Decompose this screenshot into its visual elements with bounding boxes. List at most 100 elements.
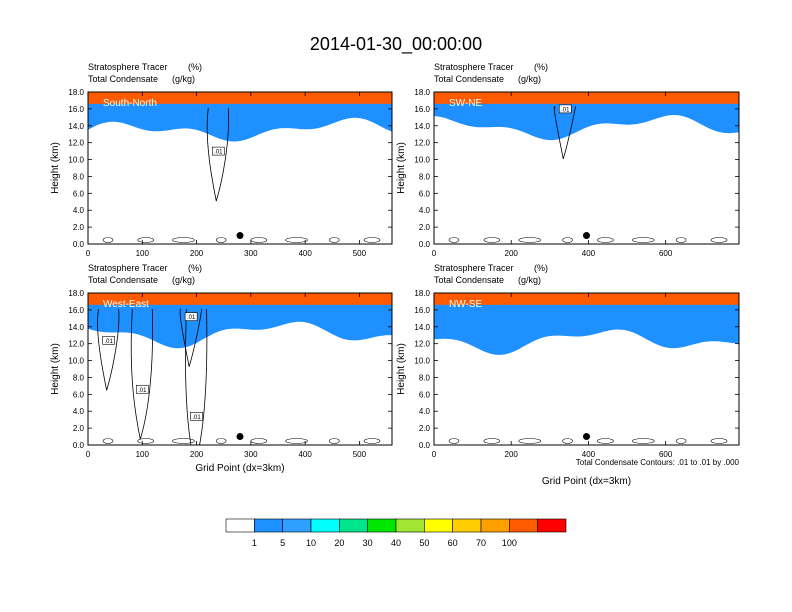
condensate-contour [206,107,229,202]
subtitle-stratosphere-tracer: Stratosphere Tracer [434,62,514,72]
tracer-band-2 [88,293,392,349]
colorbar-label: 5 [280,538,285,548]
surface-contour [597,237,614,243]
tracer-band-top [88,293,392,305]
y-tick-label: 16.0 [68,105,84,114]
x-tick-label: 0 [86,450,91,459]
y-axis-label: Height (km) [50,142,61,194]
plot-area [88,293,392,445]
colorbar: 1 5 10 20 30 40 50 60 70 100 [225,518,567,548]
y-tick-label: 12.0 [68,340,84,349]
tracer-band-2 [434,92,739,141]
surface-contour [102,237,114,243]
colorbar-swatch [254,518,283,533]
contour-label: .01 [138,388,147,394]
subtitle-stratosphere-tracer: Stratosphere Tracer [88,62,168,72]
y-tick-label: 4.0 [419,206,431,215]
contour-label-box [558,104,572,114]
surface-contour [285,438,308,444]
x-tick-label: 500 [353,249,367,258]
contour-label: .01 [104,339,113,345]
colorbar-swatch [225,518,255,533]
y-tick-label: 8.0 [73,172,85,181]
tracer-band-2 [88,92,392,142]
tracer-band-top [434,92,739,104]
y-tick-label: 0.0 [73,441,85,450]
x-tick-label: 0 [432,450,437,459]
y-tick-label: 18.0 [414,88,430,97]
panel-4: NW-SE 0.0 2.0 4.0 6.0 8.0 10.0 12.0 14.0 16.0 18.0… [396,263,740,487]
colorbar-label: 20 [334,538,344,548]
surface-contour [562,438,573,444]
y-tick-label: 12.0 [414,139,430,148]
surface-contour [215,438,227,444]
x-tick-label: 400 [582,450,596,459]
plot-frame [433,292,740,446]
colorbar-swatch [282,518,312,533]
y-tick-label: 14.0 [414,323,430,332]
x-tick-label: 400 [298,450,312,459]
colorbar-label: 70 [476,538,486,548]
figure-title: 2014-01-30_00:00:00 [310,34,482,55]
contour-label-box [135,384,149,394]
surface-contour [363,438,381,444]
x-axis-label: Grid Point (dx=3km) [195,463,284,474]
y-tick-label: 10.0 [414,156,430,165]
subtitle-stratosphere-tracer: Stratosphere Tracer [88,263,168,273]
y-tick-label: 8.0 [419,373,431,382]
surface-contour [328,237,340,243]
y-tick-label: 0.0 [419,240,431,249]
surface-contour [172,237,195,243]
contour-label-box [190,411,203,421]
x-tick-label: 100 [136,249,150,258]
x-tick-label: 600 [659,249,673,258]
surface-contour [631,237,655,243]
y-tick-label: 18.0 [68,88,84,97]
x-tick-label: 300 [244,249,258,258]
condensate-contour [130,309,153,440]
surface-contour [710,237,728,243]
panel-2: .01 SW-NE 0.0 2.0 4.0 6.0 8.0 10.0 12.0 14.0 16.0 1… [396,62,740,258]
y-tick-label: 10.0 [68,357,84,366]
y-axis-label: Height (km) [396,142,407,194]
y-tick-label: 6.0 [73,390,85,399]
subtitle-unit-percent: (%) [534,62,548,72]
surface-contour [363,237,381,243]
y-tick-label: 18.0 [68,289,84,298]
site-marker [583,232,590,240]
y-tick-label: 12.0 [68,139,84,148]
y-tick-label: 4.0 [419,407,431,416]
surface-contour [675,237,687,243]
colorbar-swatch [537,518,567,533]
y-tick-label: 0.0 [419,441,431,450]
plot-area [434,92,739,244]
surface-contour [448,237,460,243]
x-tick-label: 200 [505,450,519,459]
colorbar-swatch [395,518,425,533]
colorbar-label: 60 [448,538,458,548]
subtitle-unit-percent: (%) [188,62,202,72]
surface-contour [562,237,573,243]
contour-label: .01 [561,107,570,113]
x-tick-label: 0 [432,249,437,258]
y-tick-label: 4.0 [73,206,85,215]
colorbar-label: 100 [502,538,517,548]
panels: .01 South-North 0.0 2.0 4.0 6.0 8.0 10.0 12.0 14.… [50,62,740,487]
x-tick-label: 400 [582,249,596,258]
y-tick-label: 0.0 [73,240,85,249]
colorbar-swatch [424,518,453,533]
surface-contour [483,438,501,444]
y-tick-label: 16.0 [68,306,84,315]
colorbar-label: 1 [252,538,257,548]
x-tick-label: 200 [505,249,519,258]
subtitle-stratosphere-tracer: Stratosphere Tracer [434,263,514,273]
tracer-band-top [88,92,392,104]
y-tick-label: 6.0 [73,189,85,198]
subtitle-total-condensate: Total Condensate [434,74,504,84]
panel-label: SW-NE [449,98,482,109]
subtitle-unit-percent: (%) [534,263,548,273]
x-tick-label: 200 [190,249,204,258]
y-tick-label: 2.0 [419,223,431,232]
site-marker [583,433,590,441]
